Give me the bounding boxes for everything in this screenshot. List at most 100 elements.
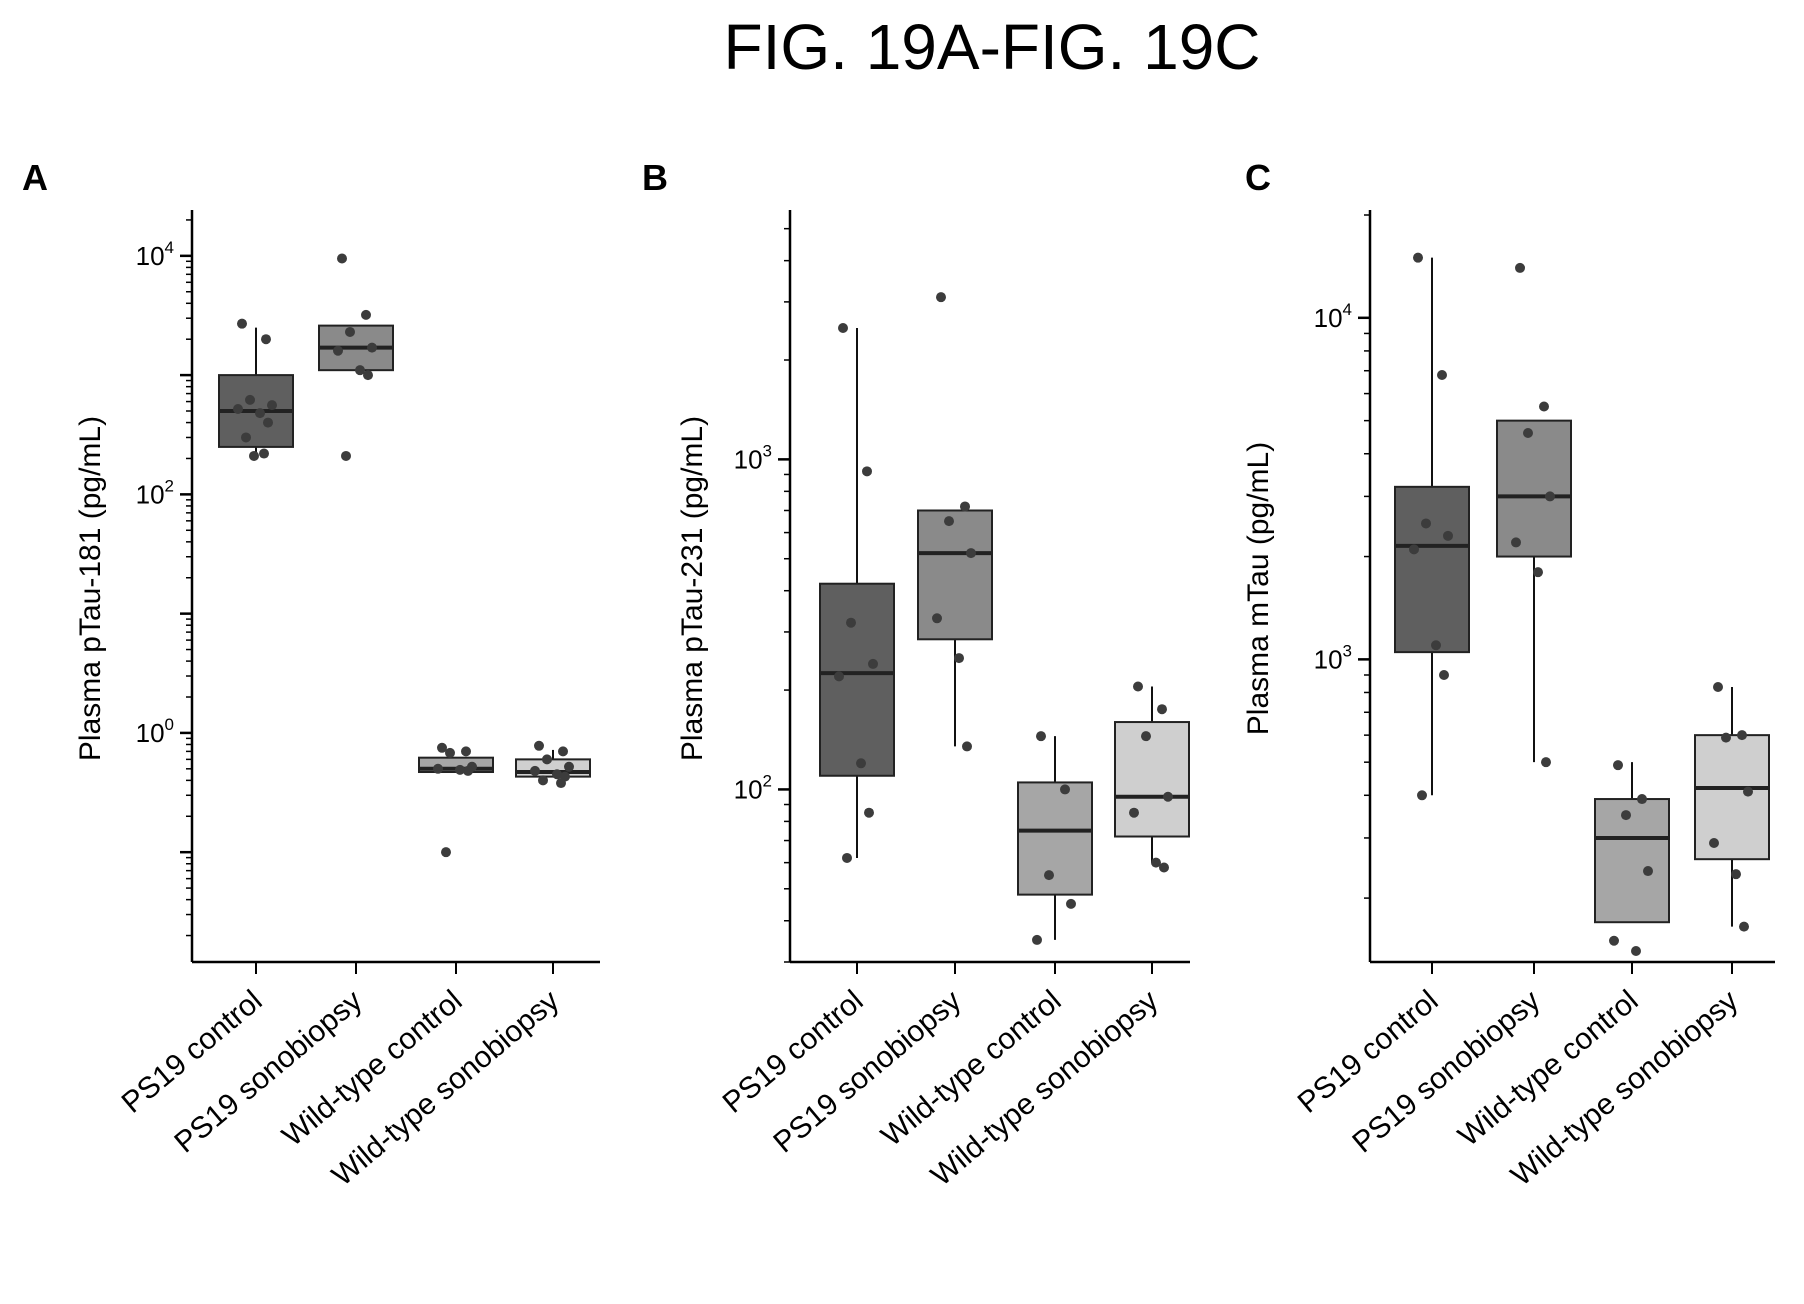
data-point [564, 761, 574, 772]
y-axis-label: Plasma pTau-181 (pg/mL) [74, 416, 107, 761]
data-point [846, 617, 856, 628]
data-point [441, 847, 451, 858]
data-point [1036, 731, 1046, 742]
data-point [1066, 898, 1076, 909]
data-point [1159, 862, 1169, 873]
data-point [960, 501, 970, 512]
data-point [263, 417, 273, 428]
y-tick-label: 103 [734, 441, 772, 474]
data-point [966, 548, 976, 559]
data-point [1511, 537, 1521, 548]
x-category-label: PS19 sonobiopsy [168, 984, 368, 1159]
data-point [864, 807, 874, 818]
box [1017, 781, 1093, 896]
data-point [233, 403, 243, 414]
data-point [1421, 518, 1431, 529]
data-point [1060, 784, 1070, 795]
data-point [249, 450, 259, 461]
data-point [333, 345, 343, 356]
y-tick-label: 102 [136, 476, 174, 509]
data-point [1439, 669, 1449, 680]
data-point [1739, 921, 1749, 932]
data-point [363, 370, 373, 381]
data-point [936, 292, 946, 303]
box [1496, 419, 1572, 558]
data-point [1643, 866, 1653, 877]
data-point [868, 658, 878, 669]
data-point [245, 394, 255, 405]
data-point [1545, 491, 1555, 502]
x-category-label: PS19 sonobiopsy [1346, 984, 1546, 1159]
data-point [1129, 807, 1139, 818]
box [1114, 721, 1190, 838]
data-point [361, 309, 371, 320]
data-point [1743, 786, 1753, 797]
y-tick-label: 100 [136, 715, 174, 748]
data-point [1141, 731, 1151, 742]
box [1694, 734, 1770, 861]
data-point [1637, 794, 1647, 805]
data-point [542, 754, 552, 765]
panel-letter: C [1245, 157, 1271, 198]
box [1594, 798, 1670, 924]
data-point [1609, 935, 1619, 946]
data-point [1431, 640, 1441, 651]
data-point [1163, 791, 1173, 802]
data-point [1737, 730, 1747, 741]
y-axis-label: Plasma mTau (pg/mL) [1242, 442, 1275, 735]
data-point [463, 765, 473, 776]
data-point [1541, 757, 1551, 768]
panel-letter: A [22, 157, 48, 198]
data-point [530, 765, 540, 776]
data-point [267, 400, 277, 411]
data-point [1613, 760, 1623, 771]
data-point [437, 742, 447, 753]
data-point [1409, 544, 1419, 555]
data-point [1417, 790, 1427, 801]
data-point [1721, 732, 1731, 743]
data-point [261, 334, 271, 345]
data-point [856, 758, 866, 769]
data-point [445, 747, 455, 758]
data-point [1437, 370, 1447, 381]
data-point [1533, 567, 1543, 578]
y-axis-label: Plasma pTau-231 (pg/mL) [676, 416, 709, 761]
data-point [237, 318, 247, 329]
data-point [1713, 682, 1723, 693]
data-point [834, 671, 844, 682]
box [917, 509, 993, 641]
data-point [1709, 837, 1719, 848]
data-point [1621, 810, 1631, 821]
y-tick-label: 104 [136, 238, 174, 271]
data-point [1044, 870, 1054, 881]
data-point [838, 323, 848, 334]
data-point [241, 432, 251, 443]
data-point [1631, 946, 1641, 957]
data-point [255, 408, 265, 419]
data-point [1515, 262, 1525, 273]
data-point [345, 326, 355, 337]
data-point [1032, 934, 1042, 945]
data-point [1523, 428, 1533, 439]
y-tick-label: 103 [1314, 641, 1352, 674]
data-point [1443, 530, 1453, 541]
data-point [337, 253, 347, 264]
data-point [355, 365, 365, 376]
data-point [455, 764, 465, 775]
data-point [1157, 704, 1167, 715]
panel-letter: B [642, 157, 668, 198]
box [819, 582, 895, 777]
box [1394, 485, 1470, 654]
data-point [556, 778, 566, 789]
data-point [341, 450, 351, 461]
data-point [862, 466, 872, 477]
data-point [1731, 869, 1741, 880]
data-point [367, 342, 377, 353]
x-category-label: Wild-type control [1452, 984, 1644, 1153]
data-point [1413, 252, 1423, 263]
y-tick-label: 102 [734, 771, 772, 804]
